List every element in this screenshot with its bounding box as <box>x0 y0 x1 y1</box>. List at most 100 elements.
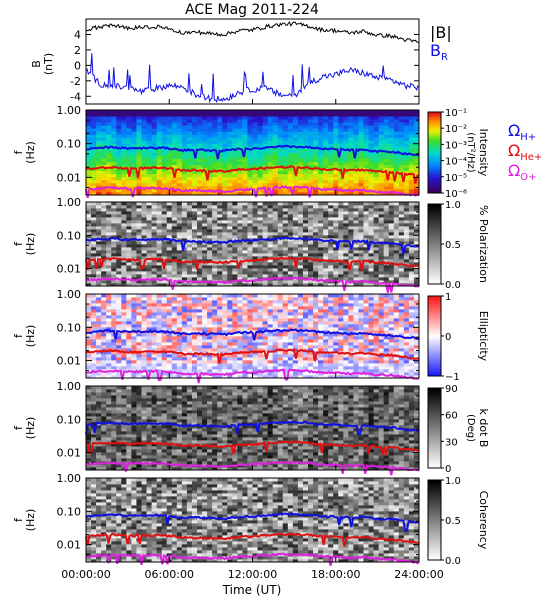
spectrogram-cell <box>282 247 289 251</box>
spectrogram-cell <box>222 185 228 190</box>
spectrogram-cell <box>247 158 253 163</box>
spectrogram-cell <box>247 241 253 245</box>
spectrogram-cell <box>146 256 152 260</box>
spectrogram-cell <box>363 179 369 184</box>
spectrogram-cell <box>186 167 193 172</box>
spectrogram-cell <box>242 283 248 287</box>
spectrogram-cell <box>323 241 329 245</box>
spectrogram-cell <box>171 274 178 278</box>
spectrogram-cell <box>91 149 97 153</box>
spectrogram-cell <box>111 182 117 187</box>
spectrogram-cell <box>141 345 147 349</box>
spectrogram-cell <box>91 294 97 298</box>
spectrogram-cell <box>368 179 374 184</box>
spectrogram-cell <box>141 336 147 340</box>
spectrogram-cell <box>91 188 97 193</box>
spectrogram-cell <box>222 125 228 129</box>
spectrogram-cell <box>297 205 304 209</box>
spectrogram-cell <box>403 274 410 278</box>
spectrogram-cell <box>403 167 410 172</box>
spectrogram-cell <box>156 134 163 138</box>
spectrogram-cell <box>176 211 183 215</box>
colorbar-frame <box>427 111 442 194</box>
spectrogram-cell <box>86 253 92 257</box>
spectrogram-cell <box>333 182 339 187</box>
spectrogram-cell <box>121 158 127 163</box>
spectrogram-cell <box>232 232 238 236</box>
spectrogram-cell <box>91 345 97 349</box>
spectrogram-cell <box>292 140 299 144</box>
spectrogram-cell <box>151 110 158 114</box>
spectrogram-cell <box>166 363 173 367</box>
spectrogram-cell <box>257 324 263 328</box>
spectrogram-cell <box>343 143 349 147</box>
colorbar-cell <box>428 270 441 273</box>
spectrogram-cell <box>308 137 314 141</box>
spectrogram-cell <box>131 208 137 212</box>
colorbar-cell <box>428 160 441 164</box>
spectrogram-cell <box>277 297 284 301</box>
spectrogram-cell <box>257 188 263 193</box>
spectrogram-cell <box>131 152 137 156</box>
spectrogram-cell <box>257 235 263 239</box>
spectrogram-cell <box>121 208 127 212</box>
spectrogram-cell <box>338 265 344 269</box>
spectrogram-cell <box>191 238 198 242</box>
spectrogram-cell <box>378 277 385 281</box>
spectrogram-cell <box>136 318 142 322</box>
spectrogram-cell <box>111 155 117 159</box>
spectrogram-cell <box>141 149 147 153</box>
spectrogram-cell <box>181 274 188 278</box>
spectrogram-cell <box>111 312 117 316</box>
spectrogram-cell <box>202 143 208 147</box>
spectrogram-cell <box>272 250 279 254</box>
spectrogram-cell <box>131 158 137 163</box>
spectrogram-cell <box>368 185 374 190</box>
spectrogram-cell <box>252 137 258 141</box>
spectrogram-cell <box>166 137 173 141</box>
spectrogram-cell <box>297 283 304 287</box>
spectrogram-cell <box>106 170 112 175</box>
spectrogram-cell <box>176 158 183 163</box>
spectrogram-cell <box>247 131 253 135</box>
spectrogram-cell <box>277 211 284 215</box>
spectrogram-cell <box>181 211 188 215</box>
spectrogram-cell <box>131 179 137 184</box>
spectrogram-cell <box>146 158 152 163</box>
spectrogram-cell <box>363 113 369 117</box>
spectrogram-cell <box>156 214 163 218</box>
spectrogram-cell <box>232 375 238 379</box>
spectrogram-cell <box>272 309 279 313</box>
spectrogram-cell <box>383 229 390 233</box>
spectrogram-cell <box>237 297 243 301</box>
spectrogram-cell <box>358 226 364 230</box>
spectrogram-cell <box>156 315 163 319</box>
spectrogram-cell <box>131 315 137 319</box>
spectrogram-cell <box>353 223 359 227</box>
spectrogram-cell <box>408 137 415 141</box>
spectrogram-cell <box>116 229 122 233</box>
spectrogram-cell <box>227 262 233 266</box>
spectrogram-cell <box>232 143 238 147</box>
spectrogram-cell <box>161 170 168 175</box>
spectrogram-cell <box>121 164 127 169</box>
spectrogram-cell <box>141 128 147 132</box>
spectrogram-cell <box>207 214 213 218</box>
spectrogram-cell <box>96 113 102 117</box>
spectrogram-cell <box>262 119 269 123</box>
spectrogram-cell <box>197 241 203 245</box>
spectrogram-cell <box>313 268 319 272</box>
spectrogram-cell <box>222 369 228 373</box>
spectrogram-cell <box>161 306 168 310</box>
spectrogram-cell <box>388 146 395 150</box>
spectrogram-cell <box>277 146 284 150</box>
spectrogram-cell <box>358 119 364 123</box>
spectrogram-cell <box>383 116 390 120</box>
spectrogram-cell <box>267 140 274 144</box>
spectrogram-cell <box>217 256 223 260</box>
spectrogram-cell <box>161 268 168 272</box>
spectrogram-cell <box>272 158 279 163</box>
spectrogram-cell <box>156 309 163 313</box>
spectrogram-cell <box>408 217 415 221</box>
spectrogram-cell <box>348 143 354 147</box>
